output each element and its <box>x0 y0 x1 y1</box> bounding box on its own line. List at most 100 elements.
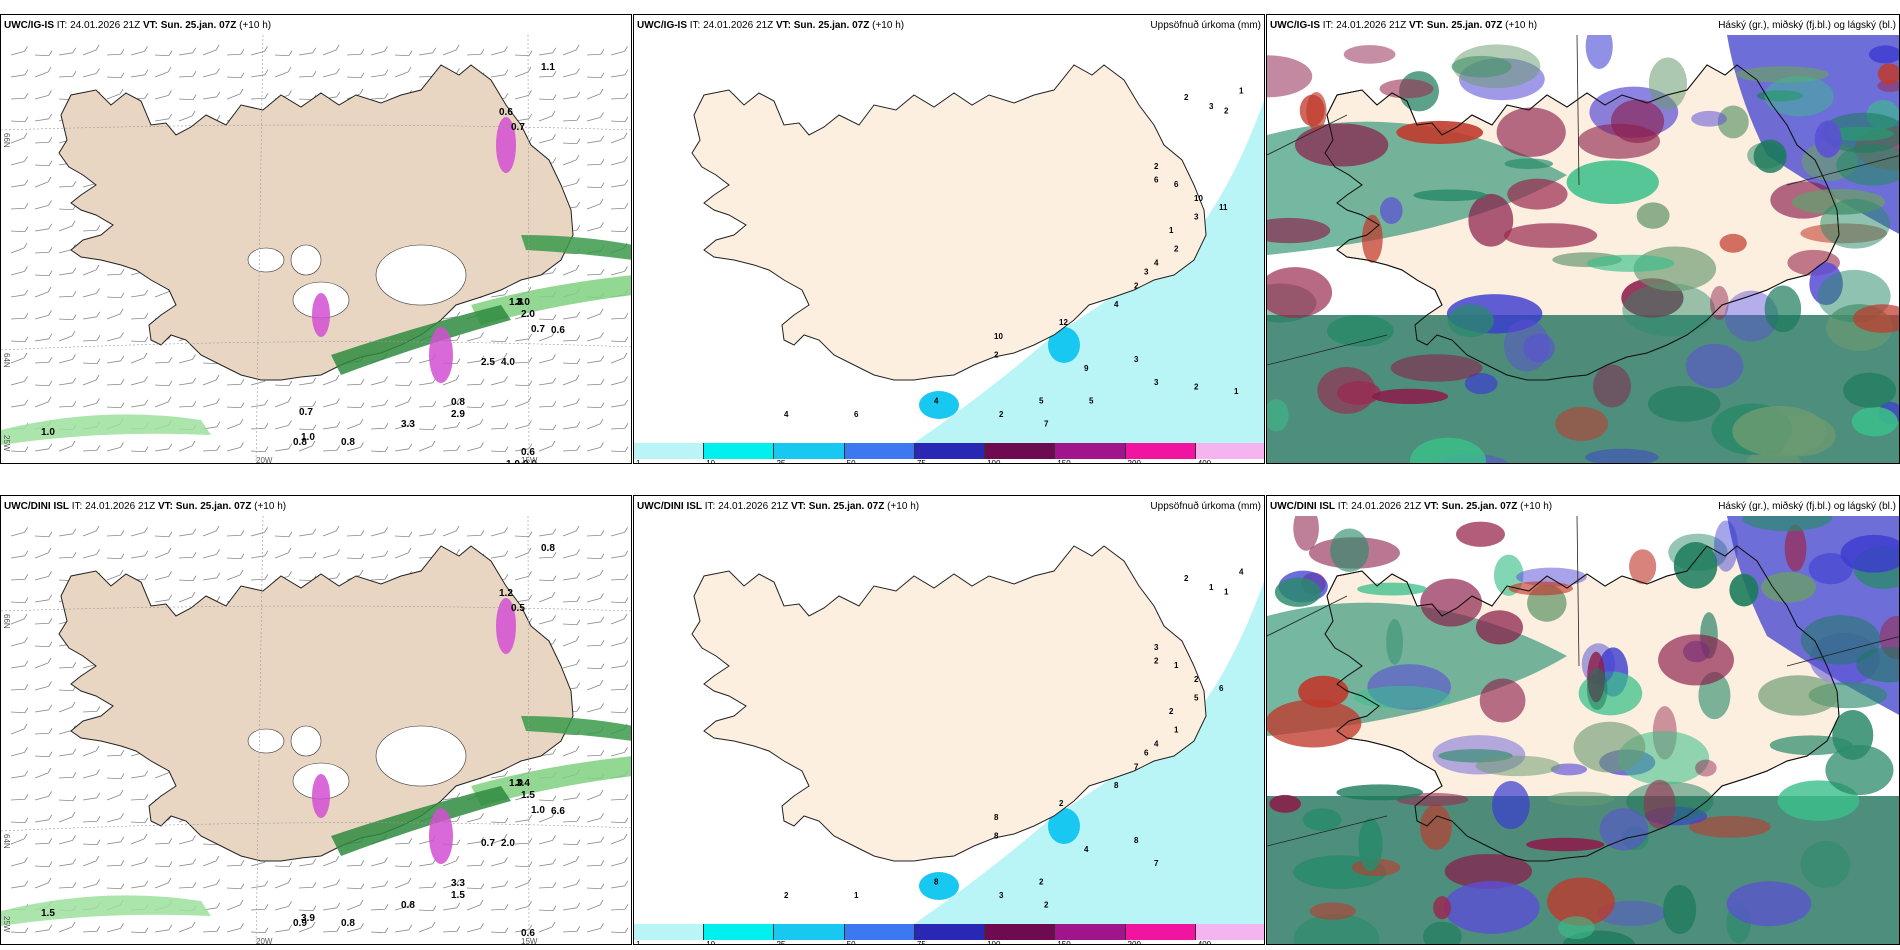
wind-barb <box>538 52 553 56</box>
wind-barb <box>346 446 361 452</box>
coast-outline <box>1267 35 1899 381</box>
wind-barb-flag <box>240 860 245 866</box>
wind-barb <box>58 556 74 559</box>
graticule-label: 25W <box>2 435 11 452</box>
wind-barb <box>346 904 361 911</box>
wind-barb <box>562 553 577 559</box>
wind-barb <box>562 339 578 342</box>
wind-barb <box>370 404 385 408</box>
wind-barb-flag <box>240 49 245 55</box>
wind-barb <box>274 882 289 889</box>
wind-barb <box>82 339 98 342</box>
wind-barb <box>154 448 169 452</box>
precip-value-label: 1 <box>1239 86 1244 95</box>
wind-barb-flag <box>456 335 461 341</box>
wind-barb-flag <box>240 72 245 78</box>
precip-value-label: 6 <box>1144 749 1149 758</box>
wind-barb-flag <box>264 527 268 533</box>
wind-barb <box>34 622 50 625</box>
wind-barb-flag <box>600 332 604 338</box>
wind-barb-flag <box>192 47 197 54</box>
wind-barb <box>226 93 241 100</box>
wind-barb-flag <box>216 549 220 555</box>
wind-barb <box>10 184 25 188</box>
wind-barb-flag <box>312 882 317 888</box>
wind-barb <box>586 383 602 386</box>
wind-barb <box>466 53 482 56</box>
cloud-patch <box>1724 290 1779 342</box>
wind-barb-flag <box>504 399 509 406</box>
wind-barb-flag <box>600 112 604 118</box>
wind-barb <box>562 362 578 365</box>
wind-barb <box>538 926 553 933</box>
wind-barb-flag <box>575 635 580 642</box>
wind-barb-flag <box>528 531 533 537</box>
wind-barb-flag <box>240 553 245 559</box>
wind-barb <box>586 557 602 560</box>
wind-barb-flag <box>72 47 77 54</box>
wind-barb <box>394 865 410 868</box>
wind-barb-flag <box>552 638 557 645</box>
precip-value-label: 4 <box>1084 845 1089 854</box>
precip-colorbar: 1 10 25 50 75 100 150 200 400 <box>634 922 1264 944</box>
wind-barb <box>610 665 625 669</box>
colorbar-label: 50 <box>846 940 856 945</box>
wind-barb-flag <box>312 401 317 407</box>
wind-barb <box>346 927 361 933</box>
wind-barb <box>154 575 169 581</box>
wind-barb-flag <box>552 94 557 100</box>
graticule-label: 15W <box>521 456 538 464</box>
wind-barb <box>34 645 50 648</box>
graticule <box>1 35 631 463</box>
precip-value-label: 4 <box>1239 567 1244 576</box>
wind-barb <box>10 861 25 867</box>
precip-value-label: 2 <box>1039 877 1044 886</box>
wind-barb-flag <box>48 728 53 734</box>
precip-value-label: 2 <box>1134 281 1139 290</box>
cloud-patch <box>1420 804 1452 851</box>
wind-barb <box>226 574 241 581</box>
wind-barb <box>10 120 26 123</box>
wind-barb-flag <box>551 921 556 928</box>
wind-barb <box>538 579 554 582</box>
wind-barb-flag <box>47 286 52 293</box>
wind-barb <box>490 775 505 779</box>
wind-barb <box>178 863 193 867</box>
wind-barb <box>202 379 217 386</box>
wind-barb-flag <box>168 50 173 56</box>
wind-barb <box>562 883 577 889</box>
wind-barb <box>202 96 217 100</box>
wind-barb-flag <box>600 135 605 142</box>
wind-value-label: 0.8 <box>341 437 355 448</box>
cloud-patch <box>1267 399 1289 432</box>
cloud-patch <box>1622 283 1716 337</box>
cloud-patch <box>1464 373 1498 395</box>
wind-barb <box>106 406 122 409</box>
wind-barb-flag <box>384 376 388 382</box>
wind-barb <box>466 423 481 430</box>
wind-barb-flag <box>552 835 556 841</box>
cloud-patch <box>1475 610 1523 645</box>
wind-barb <box>298 98 314 101</box>
wind-barb <box>610 97 626 100</box>
wind-barb-flag <box>72 748 77 755</box>
wind-barb-flag <box>96 839 101 845</box>
wind-barb-flag <box>240 442 244 448</box>
wind-barb-flag <box>48 443 53 450</box>
graticule-label: 64N <box>2 834 11 849</box>
cloud-patch <box>1456 521 1505 547</box>
wind-barb-flag <box>576 91 581 98</box>
wind-barb <box>442 316 457 320</box>
wind-barb <box>394 929 409 933</box>
wind-barb-flag <box>216 926 221 932</box>
wind-barb-flag <box>624 423 629 429</box>
wind-barb-flag <box>599 569 604 576</box>
wind-barb-flag <box>503 833 508 840</box>
precip-value-label: 3 <box>1134 355 1139 364</box>
wind-barb-flag <box>504 423 509 429</box>
wind-barb-flag <box>624 446 629 452</box>
wind-barb <box>82 379 97 386</box>
wind-barb <box>586 336 601 342</box>
wind-barb <box>394 882 409 889</box>
wind-barb-flag <box>311 921 316 928</box>
